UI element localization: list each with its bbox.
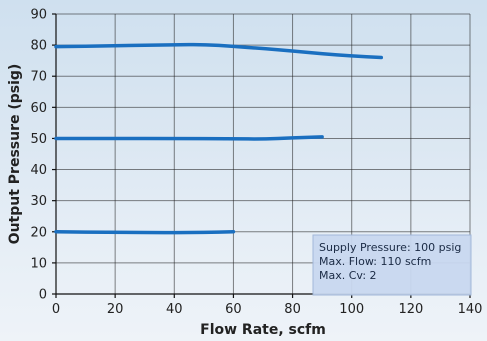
y-axis-title: Output Pressure (psig)	[7, 64, 23, 245]
x-tick-label: 40	[166, 302, 183, 317]
y-tick-label: 30	[30, 194, 47, 209]
y-tick-label: 40	[30, 163, 47, 178]
x-tick-label: 140	[458, 302, 483, 317]
annotation-line-3: Max. Cv: 2	[319, 269, 377, 282]
tick-layer: 0 20 40 60 80 100 120 140 0 10 20 30 40 50 60 70 80 90	[30, 8, 482, 318]
series-line-3	[54, 230, 236, 235]
annotation-line-2: Max. Flow: 110 scfm	[319, 255, 431, 268]
y-tick-label: 90	[30, 8, 47, 23]
x-tick-label: 60	[225, 302, 242, 317]
series-line-1	[54, 42, 384, 60]
x-tick-label: 20	[107, 302, 124, 317]
x-tick-label: 0	[52, 302, 60, 317]
x-tick-label: 100	[339, 302, 364, 317]
y-tick-label: 0	[39, 288, 47, 303]
y-tick-label: 70	[30, 70, 47, 85]
x-tick-label: 80	[284, 302, 301, 317]
y-tick-label: 60	[30, 101, 47, 116]
series-layer	[54, 42, 384, 235]
annotation-layer: Supply Pressure: 100 psig Max. Flow: 110…	[312, 234, 472, 296]
series-line-2	[54, 135, 324, 141]
y-tick-label: 20	[30, 225, 47, 240]
annotation-box	[312, 234, 472, 296]
y-tick-label: 80	[30, 39, 47, 54]
annotation-line-1: Supply Pressure: 100 psig	[319, 241, 461, 254]
x-tick-label: 120	[398, 302, 423, 317]
x-axis-title: Flow Rate, scfm	[200, 322, 326, 338]
y-tick-label: 50	[30, 132, 47, 147]
y-tick-label: 10	[30, 256, 47, 271]
